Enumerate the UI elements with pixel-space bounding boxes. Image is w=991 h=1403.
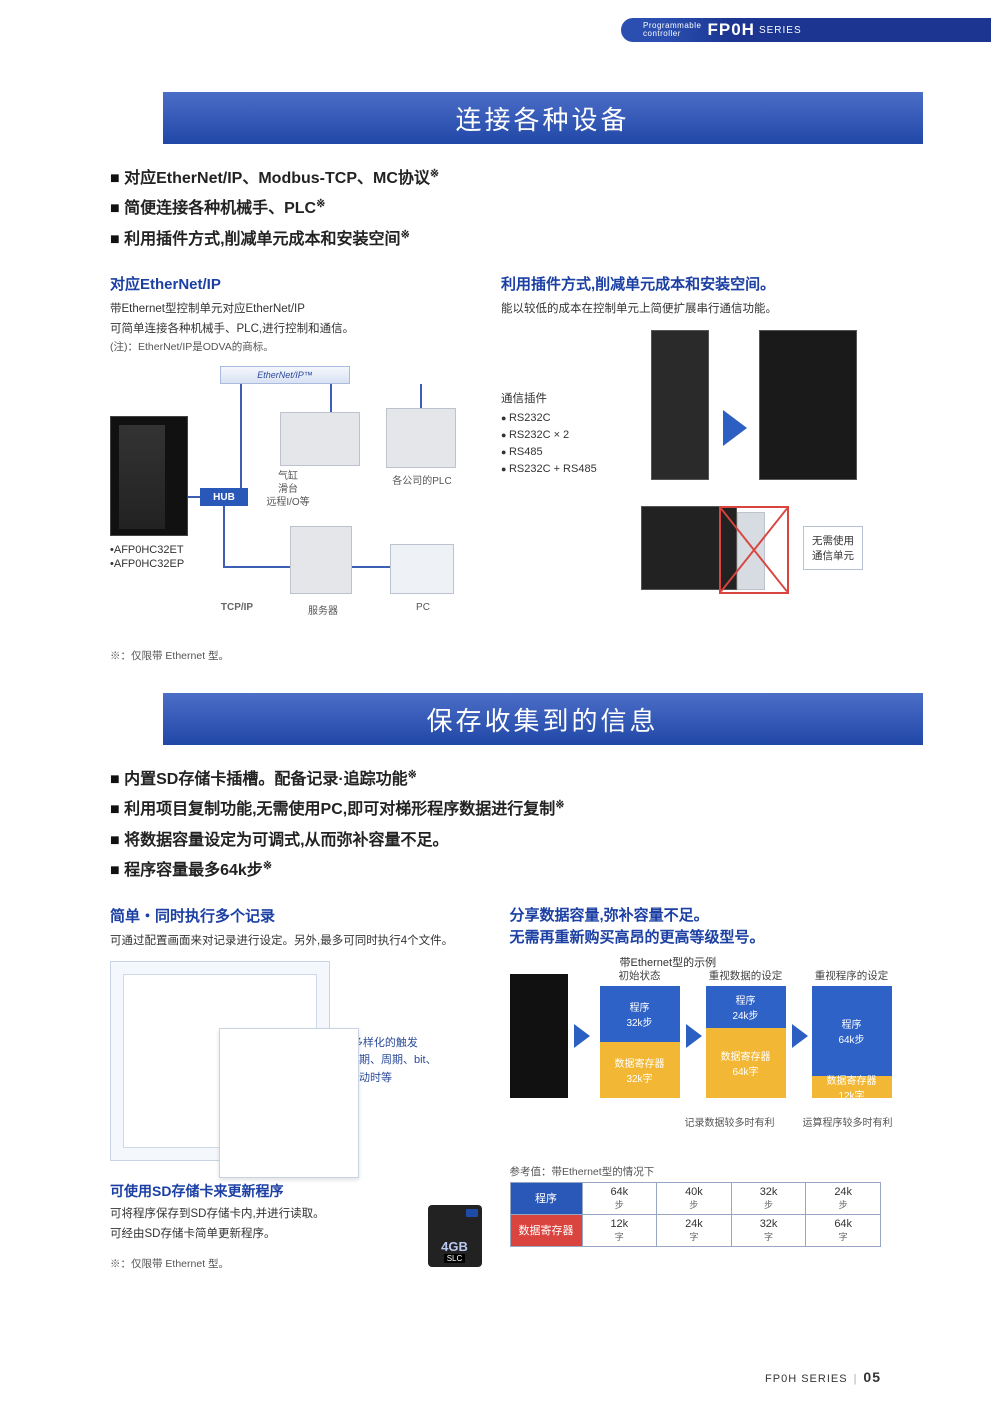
s2-left-p1: 可通过配置画面来对记录进行设定。另外,最多可同时执行4个文件。 — [110, 932, 482, 952]
table-caption: 参考值：带Ethernet型的情况下 — [510, 1164, 882, 1179]
plugin-title: 通信插件 — [501, 390, 597, 406]
bullet-item: 利用插件方式,削减单元成本和安装空间※ — [110, 225, 881, 255]
table-cell: 24k步 — [806, 1182, 881, 1214]
plugin-list: RS232C RS232C × 2 RS485 RS232C + RS485 — [501, 410, 597, 478]
s1-left-p1: 带Ethernet型控制单元对应EtherNet/IP — [110, 300, 473, 320]
server-label: 服务器 — [298, 602, 348, 617]
plugin-item: RS232C × 2 — [501, 427, 597, 444]
bullet-item: 内置SD存储卡插槽。配备记录·追踪功能※ — [110, 765, 881, 795]
s1-right-p1: 能以较低的成本在控制单元上简便扩展串行通信功能。 — [501, 300, 881, 320]
plugin-item: RS232C + RS485 — [501, 461, 597, 478]
pc-image — [390, 544, 454, 594]
other-plc-label: 各公司的PLC — [380, 472, 464, 487]
plugin-item: RS232C — [501, 410, 597, 427]
arrow-icon — [686, 1024, 702, 1048]
config-screenshot — [110, 961, 330, 1161]
bullet-item: 利用项目复制功能,无需使用PC,即可对梯形程序数据进行复制※ — [110, 795, 881, 825]
section1-bullets: 对应EtherNet/IP、Modbus-TCP、MC协议※ 简便连接各种机械手… — [110, 164, 881, 255]
tcpip-label: TCP/IP — [210, 602, 264, 613]
s1-footnote: ※：仅限带 Ethernet 型。 — [110, 648, 473, 663]
alloc-column: 程序24k步 数据寄存器64k字 — [706, 986, 786, 1098]
arrow-icon — [723, 410, 747, 446]
bullet-item: 对应EtherNet/IP、Modbus-TCP、MC协议※ — [110, 164, 881, 194]
section2-title: 保存收集到的信息 — [426, 701, 658, 738]
col-label: 初始状态 — [600, 968, 680, 983]
section2-left: 简单・同时执行多个记录 可通过配置画面来对记录进行设定。另外,最多可同时执行4个… — [110, 905, 482, 1272]
section2-bullets: 内置SD存储卡插槽。配备记录·追踪功能※ 利用项目复制功能,无需使用PC,即可对… — [110, 765, 881, 887]
s2-right-heading: 分享数据容量,弥补容量不足。 无需再重新购买高昂的更高等级型号。 — [510, 905, 882, 950]
section1-left: 对应EtherNet/IP 带Ethernet型控制单元对应EtherNet/I… — [110, 273, 473, 663]
s1-left-note: (注)：EtherNet/IP是ODVA的商标。 — [110, 339, 473, 356]
table-row-header: 程序 — [510, 1182, 582, 1214]
alloc-column: 程序64k步 数据寄存器12k字 — [812, 986, 892, 1098]
sd-card-icon: 4GB SLC — [428, 1205, 482, 1267]
chart-bottom-label: 运算程序较多时有利 — [788, 1114, 908, 1129]
table-cell: 32k字 — [731, 1214, 806, 1246]
section1-banner: 连接各种设备 — [94, 92, 991, 144]
cassette-image — [651, 330, 709, 480]
pc-label: PC — [406, 602, 440, 613]
bullet-item: 简便连接各种机械手、PLC※ — [110, 194, 881, 224]
s2-left-h3: 可使用SD存储卡来更新程序 — [110, 1181, 482, 1201]
legacy-unit-image — [641, 506, 737, 590]
trigger-note: •多样化的触发 定期、周期、bit、 启动时等 — [348, 1035, 437, 1088]
table-cell: 24k字 — [657, 1214, 732, 1246]
alloc-column: 程序32k步 数据寄存器32k字 — [600, 986, 680, 1098]
col-label: 重视数据的设定 — [706, 968, 786, 983]
section2-right: 分享数据容量,弥补容量不足。 无需再重新购买高昂的更高等级型号。 带Ethern… — [510, 905, 882, 1272]
header-series: SERIES — [759, 25, 802, 36]
robot-label: 气缸 滑台 远程I/O等 — [266, 470, 310, 509]
section1-right: 利用插件方式,削减单元成本和安装空间。 能以较低的成本在控制单元上简便扩展串行通… — [501, 273, 881, 663]
plugin-item: RS485 — [501, 444, 597, 461]
s2-left-p3a: 可将程序保存到SD存储卡内,并进行读取。 — [110, 1205, 410, 1225]
ethernet-diagram: EtherNet/IP™ •AFP0HC32ET •AFP0HC32EP HUB… — [110, 366, 470, 636]
table-cell: 32k步 — [731, 1182, 806, 1214]
table-cell: 64k字 — [806, 1214, 881, 1246]
ethernetip-logo: EtherNet/IP™ — [220, 366, 350, 384]
bullet-item: 将数据容量设定为可调式,从而弥补容量不足。 — [110, 826, 881, 856]
model-label-1: •AFP0HC32ET — [110, 544, 184, 556]
s2-left-heading: 简单・同时执行多个记录 — [110, 905, 482, 926]
bullet-item: 程序容量最多64k步※ — [110, 856, 881, 886]
table-row-header: 数据寄存器 — [510, 1214, 582, 1246]
table-cell: 64k步 — [582, 1182, 657, 1214]
arrow-icon — [574, 1024, 590, 1048]
server-image — [290, 526, 352, 594]
s1-left-heading: 对应EtherNet/IP — [110, 273, 473, 294]
s2-footnote: ※：仅限带 Ethernet 型。 — [110, 1256, 410, 1271]
arrow-icon — [792, 1024, 808, 1048]
model-label-2: •AFP0HC32EP — [110, 558, 184, 570]
allocation-chart: 带Ethernet型的示例 初始状态 重视数据的设定 重视程序的设定 程序32k… — [510, 956, 882, 1156]
s1-left-p2: 可简单连接各种机械手、PLC,进行控制和通信。 — [110, 320, 473, 340]
header-brand: FP0H — [707, 20, 754, 40]
page-footer: FP0H SERIES|05 — [765, 1369, 881, 1385]
unit-with-plugin-image — [759, 330, 857, 480]
hub-label: HUB — [200, 488, 248, 506]
chart-bottom-label: 记录数据较多时有利 — [670, 1114, 790, 1129]
comm-unit-image — [737, 512, 765, 590]
section1-title: 连接各种设备 — [455, 100, 629, 137]
reference-table: 程序 64k步 40k步 32k步 24k步 数据寄存器 12k字 24k字 3… — [510, 1182, 882, 1247]
s2-left-p3b: 可经由SD存储卡简单更新程序。 — [110, 1225, 410, 1245]
header-subtitle: Programmablecontroller — [643, 22, 701, 38]
table-cell: 12k字 — [582, 1214, 657, 1246]
fp0h-unit-small — [510, 974, 568, 1098]
page-header-tab: Programmablecontroller FP0H SERIES — [621, 18, 991, 42]
table-cell: 40k步 — [657, 1182, 732, 1214]
fp0h-unit-image — [110, 416, 188, 536]
section2-banner: 保存收集到的信息 — [94, 693, 991, 745]
s1-right-heading: 利用插件方式,削减单元成本和安装空间。 — [501, 273, 881, 294]
callout-no-unit: 无需使用通信单元 — [803, 526, 863, 570]
robot-image — [280, 412, 360, 466]
other-plc-image — [386, 408, 456, 468]
col-label: 重视程序的设定 — [812, 968, 892, 983]
plugin-diagram: 通信插件 RS232C RS232C × 2 RS485 RS232C + RS… — [501, 330, 881, 600]
